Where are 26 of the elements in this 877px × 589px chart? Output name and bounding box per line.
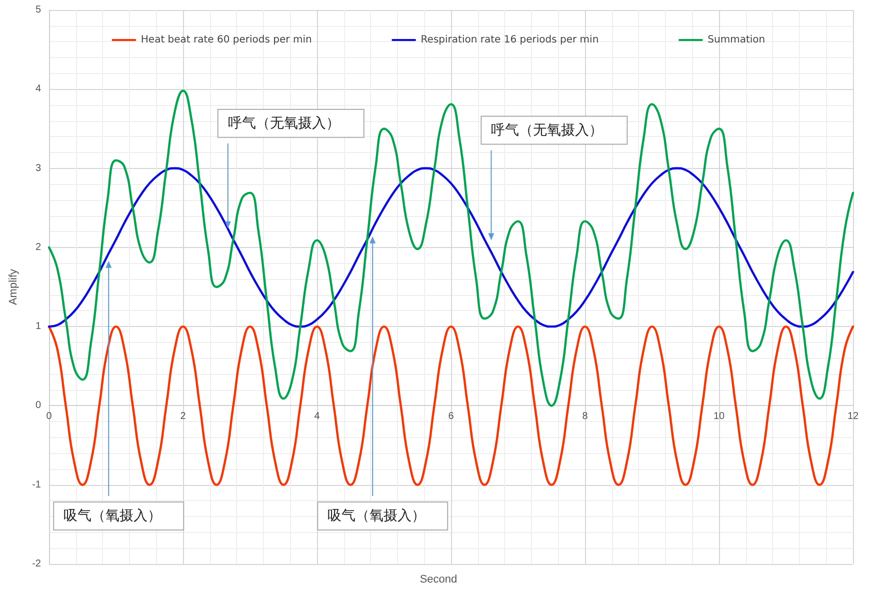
legend-label: Heat beat rate 60 periods per min — [140, 34, 312, 46]
y-tick-label: 3 — [35, 162, 42, 174]
line-series — [48, 167, 854, 328]
y-axis-title: Amplify — [8, 268, 20, 306]
x-axis-title: Second — [420, 574, 458, 586]
annotation: 吸气（氧摄入） — [64, 508, 162, 524]
y-tick-label: -2 — [32, 558, 42, 570]
x-tick-label: 8 — [582, 411, 588, 422]
annotation: 呼气（无氧摄入） — [491, 122, 604, 138]
legend-label: Summation — [708, 34, 766, 46]
y-tick-label: 2 — [35, 242, 42, 253]
line-series — [48, 90, 854, 407]
x-tick-label: 6 — [448, 411, 454, 422]
annotation: 呼气（无氧摄入） — [228, 115, 340, 132]
y-tick-label: 5 — [35, 4, 42, 16]
y-tick-label: -1 — [32, 479, 42, 490]
x-tick-label: 4 — [314, 411, 320, 422]
x-tick-label: 10 — [713, 411, 725, 422]
x-tick-label: 12 — [847, 411, 859, 422]
x-tick-label: 2 — [180, 411, 186, 422]
y-tick-label: 0 — [35, 400, 42, 412]
x-tick-label: 0 — [46, 411, 52, 422]
y-tick-label: 4 — [35, 84, 42, 95]
annotation: 吸气（氧摄入） — [328, 508, 426, 524]
y-tick-label: 1 — [35, 321, 42, 332]
legend-label: Respiration rate 16 periods per min — [420, 34, 599, 46]
